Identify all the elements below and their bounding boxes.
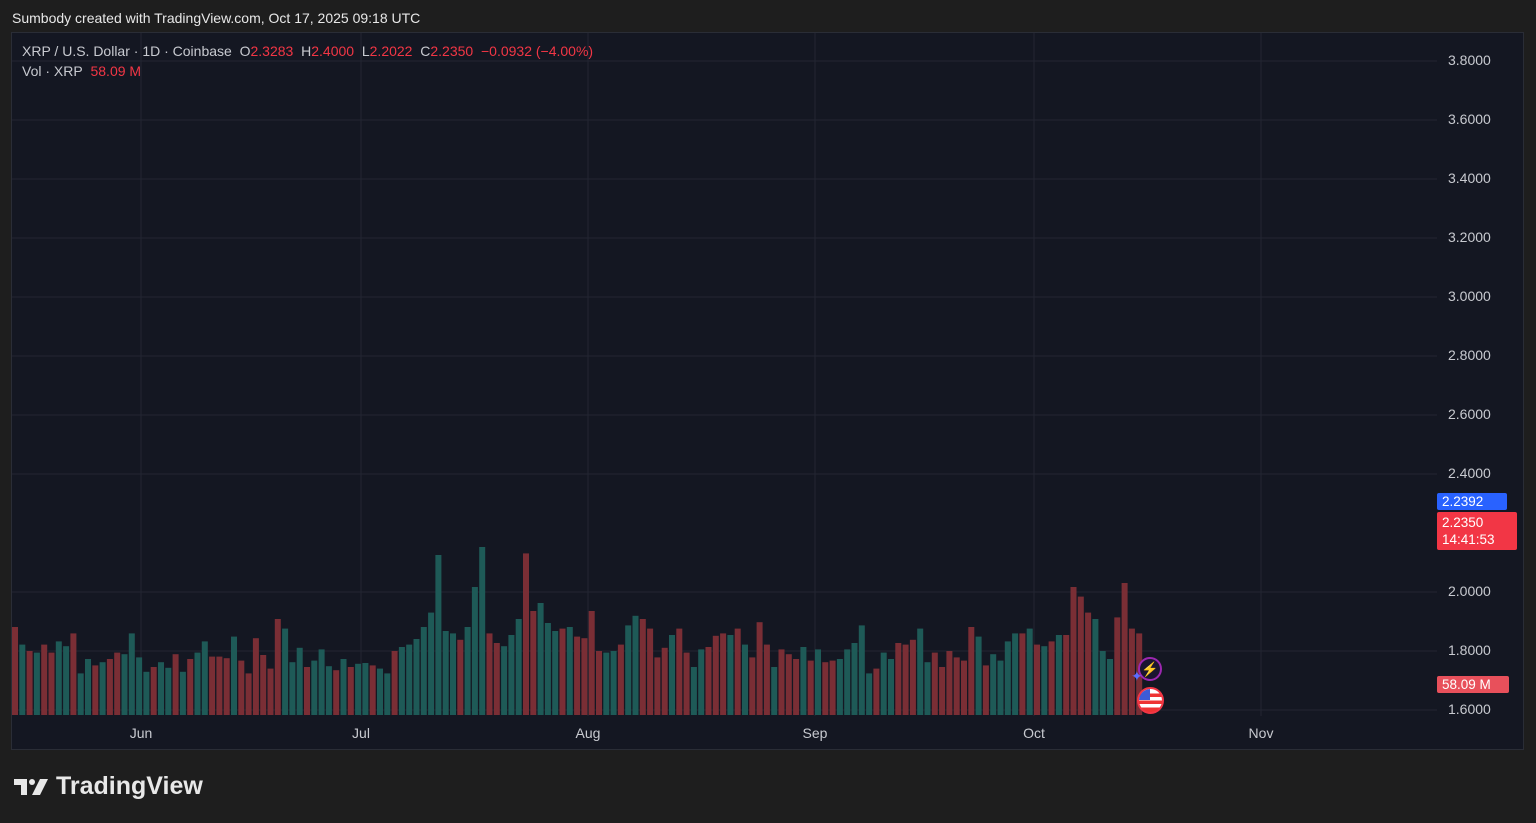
price-tick: 1.6000 <box>1448 701 1491 717</box>
brand-name: TradingView <box>56 772 203 800</box>
open-value: 2.3283 <box>250 43 294 59</box>
tradingview-logo-icon <box>14 778 48 795</box>
tradingview-logo[interactable]: TradingView <box>14 772 203 801</box>
price-tick: 1.8000 <box>1448 642 1491 658</box>
price-tick: 3.4000 <box>1448 170 1491 186</box>
time-tick: Nov <box>1248 725 1274 741</box>
blue-price-tag: 2.2392 <box>1437 493 1507 510</box>
last-price: 2.2350 <box>1442 515 1484 530</box>
volume-tag: 58.09 M <box>1437 676 1509 693</box>
bar-countdown: 14:41:53 <box>1442 532 1495 547</box>
high-value: 2.4000 <box>311 43 355 59</box>
high-label: H <box>301 43 312 59</box>
time-tick: Sep <box>802 725 828 741</box>
time-tick: Oct <box>1023 725 1045 741</box>
volume-label[interactable]: Vol · XRP <box>22 63 83 79</box>
chart-frame[interactable] <box>11 32 1524 750</box>
price-tick: 3.0000 <box>1448 288 1491 304</box>
price-tick: 2.6000 <box>1448 406 1491 422</box>
last-price-tag: 2.2350 14:41:53 <box>1437 512 1517 550</box>
volume-row: Vol · XRP 58.09 M <box>22 63 593 79</box>
ohlc-row: XRP / U.S. Dollar · 1D · Coinbase O2.328… <box>22 43 593 59</box>
change-value: −0.0932 (−4.00%) <box>480 43 594 59</box>
chart-caption: Sumbody created with TradingView.com, Oc… <box>12 10 421 26</box>
close-label: C <box>420 43 431 59</box>
price-tick: 3.2000 <box>1448 229 1491 245</box>
symbol-label[interactable]: XRP / U.S. Dollar · 1D · Coinbase <box>22 43 232 59</box>
price-tick: 3.6000 <box>1448 111 1491 127</box>
lightning-event-icon[interactable]: ⚡ <box>1138 657 1162 681</box>
low-label: L <box>361 43 370 59</box>
close-value: 2.2350 <box>430 43 474 59</box>
low-value: 2.2022 <box>369 43 413 59</box>
time-tick: Jun <box>129 725 153 741</box>
price-tick: 2.8000 <box>1448 347 1491 363</box>
price-tick: 3.8000 <box>1448 52 1491 68</box>
us-flag-event-icon[interactable] <box>1137 687 1164 714</box>
time-tick: Jul <box>352 725 370 741</box>
volume-value: 58.09 M <box>90 63 142 79</box>
open-label: O <box>239 43 251 59</box>
price-tick: 2.4000 <box>1448 465 1491 481</box>
price-tick: 2.0000 <box>1448 583 1491 599</box>
sparkle-icon: ✦ <box>1131 668 1143 684</box>
time-tick: Aug <box>575 725 601 741</box>
chart-legend: XRP / U.S. Dollar · 1D · Coinbase O2.328… <box>22 43 593 79</box>
